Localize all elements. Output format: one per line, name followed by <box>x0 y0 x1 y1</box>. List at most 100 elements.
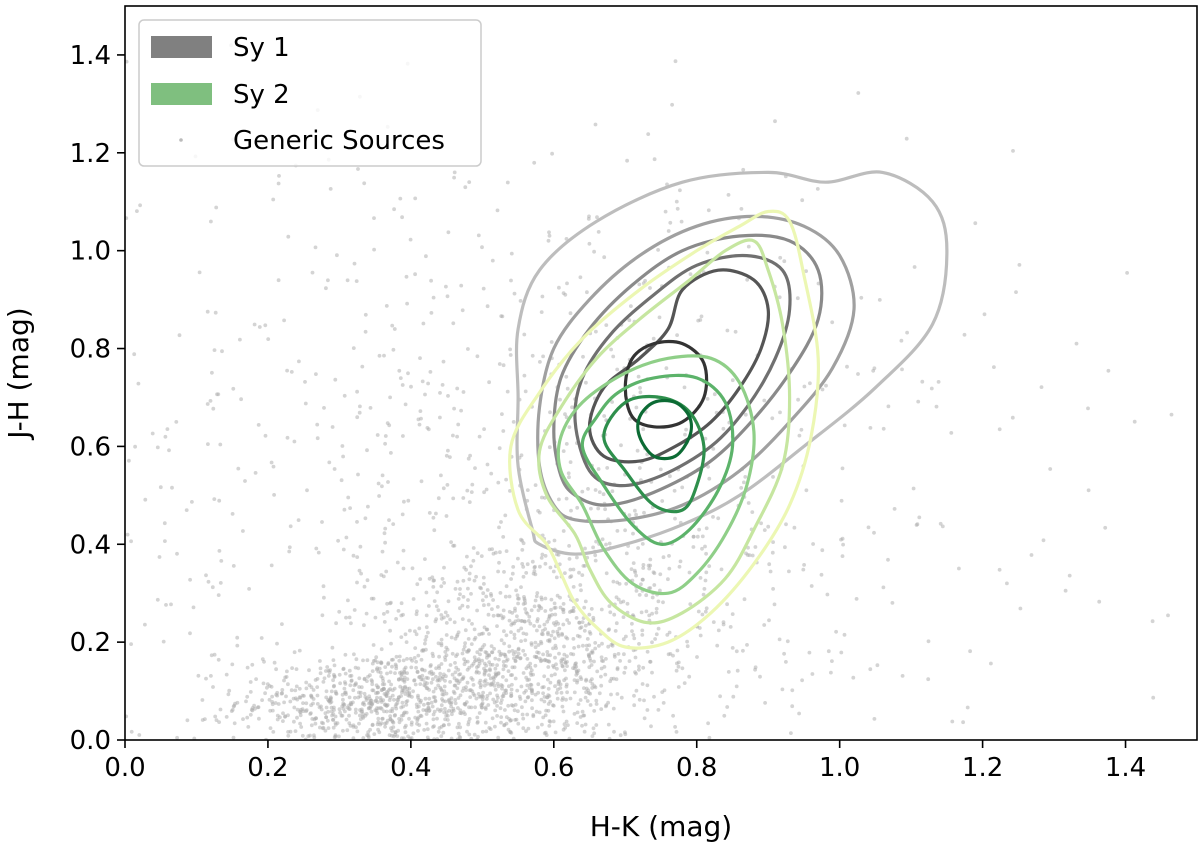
generic-source-point <box>525 712 530 717</box>
generic-source-point <box>592 659 596 664</box>
generic-source-point <box>344 535 349 540</box>
generic-source-point <box>547 613 552 618</box>
generic-source-point <box>162 521 167 526</box>
generic-source-point <box>231 704 236 709</box>
generic-source-point <box>553 612 558 617</box>
generic-source-point <box>157 555 162 559</box>
generic-source-point <box>936 380 941 384</box>
generic-source-point <box>539 697 544 702</box>
generic-source-point <box>875 663 880 668</box>
generic-source-point <box>389 641 393 646</box>
generic-source-point <box>450 712 454 717</box>
generic-source-point <box>318 725 322 730</box>
generic-source-point <box>1125 271 1129 275</box>
generic-source-point <box>581 564 586 568</box>
generic-source-point <box>342 686 347 691</box>
generic-source-point <box>478 585 482 590</box>
generic-source-point <box>306 734 311 739</box>
generic-source-point <box>457 672 461 677</box>
generic-source-point <box>571 637 576 641</box>
generic-source-point <box>333 377 338 382</box>
generic-source-point <box>313 721 318 726</box>
generic-source-point <box>637 642 641 646</box>
generic-source-point <box>604 323 609 327</box>
generic-source-point <box>495 693 499 698</box>
generic-source-point <box>520 712 525 717</box>
plot-frame <box>124 5 1198 741</box>
generic-source-point <box>569 652 573 656</box>
generic-source-point <box>697 527 701 532</box>
generic-source-point <box>406 498 411 503</box>
generic-source-point <box>424 590 429 595</box>
generic-source-point <box>482 671 487 675</box>
generic-source-point <box>451 689 456 694</box>
generic-source-point <box>670 102 674 107</box>
generic-source-point <box>572 690 577 695</box>
generic-source-point <box>360 364 365 369</box>
generic-source-point <box>504 549 509 553</box>
generic-source-point <box>426 705 431 710</box>
generic-source-point <box>489 644 494 648</box>
generic-source-point <box>574 664 579 669</box>
generic-source-point <box>191 605 196 610</box>
generic-source-point <box>488 668 492 673</box>
generic-source-point <box>546 686 551 691</box>
generic-source-point <box>367 701 371 706</box>
generic-source-point <box>536 690 541 695</box>
generic-source-point <box>767 562 772 567</box>
generic-source-point <box>424 634 429 639</box>
generic-source-point <box>487 653 492 658</box>
generic-source-point <box>376 716 381 721</box>
generic-source-point <box>584 686 589 691</box>
generic-sources-scatter <box>125 43 1174 740</box>
generic-source-point <box>489 471 494 476</box>
generic-source-point <box>313 245 318 250</box>
generic-source-point <box>495 681 500 686</box>
generic-source-point <box>697 626 702 630</box>
generic-source-point <box>321 726 326 730</box>
generic-source-point <box>476 734 480 739</box>
generic-source-point <box>619 443 623 448</box>
generic-source-point <box>405 671 409 675</box>
generic-source-point <box>408 237 413 242</box>
generic-source-point <box>658 588 662 593</box>
generic-source-point <box>704 551 708 556</box>
generic-source-point <box>425 681 429 686</box>
generic-source-point <box>520 548 525 552</box>
x-axis-label: H-K (mag) <box>590 810 732 843</box>
generic-source-point <box>407 686 412 691</box>
generic-source-point <box>399 635 404 639</box>
generic-source-point <box>469 642 474 646</box>
generic-source-point <box>439 662 444 666</box>
generic-source-point <box>706 721 710 726</box>
generic-source-point <box>557 626 562 631</box>
generic-source-point <box>482 643 487 647</box>
generic-source-point <box>424 708 429 713</box>
generic-source-point <box>355 729 360 734</box>
generic-source-point <box>401 566 406 571</box>
generic-source-point <box>406 371 410 376</box>
generic-source-point <box>1086 488 1091 493</box>
generic-source-point <box>437 726 442 730</box>
generic-source-point <box>428 370 433 374</box>
generic-source-point <box>382 612 386 616</box>
generic-source-point <box>547 724 552 728</box>
generic-source-point <box>274 667 278 672</box>
generic-source-point <box>563 412 567 417</box>
generic-source-point <box>456 706 460 710</box>
generic-source-point <box>414 659 418 664</box>
generic-source-point <box>321 584 326 589</box>
generic-source-point <box>700 612 705 617</box>
generic-source-point <box>467 618 471 623</box>
generic-source-point <box>1132 419 1137 424</box>
generic-source-point <box>615 667 620 672</box>
generic-source-point <box>778 410 782 415</box>
generic-source-point <box>588 703 593 707</box>
generic-source-point <box>578 583 583 587</box>
generic-source-point <box>533 598 538 603</box>
generic-source-point <box>477 659 481 663</box>
generic-source-point <box>413 646 418 650</box>
generic-source-point <box>490 650 495 655</box>
generic-source-point <box>568 311 573 316</box>
generic-source-point <box>490 662 495 667</box>
